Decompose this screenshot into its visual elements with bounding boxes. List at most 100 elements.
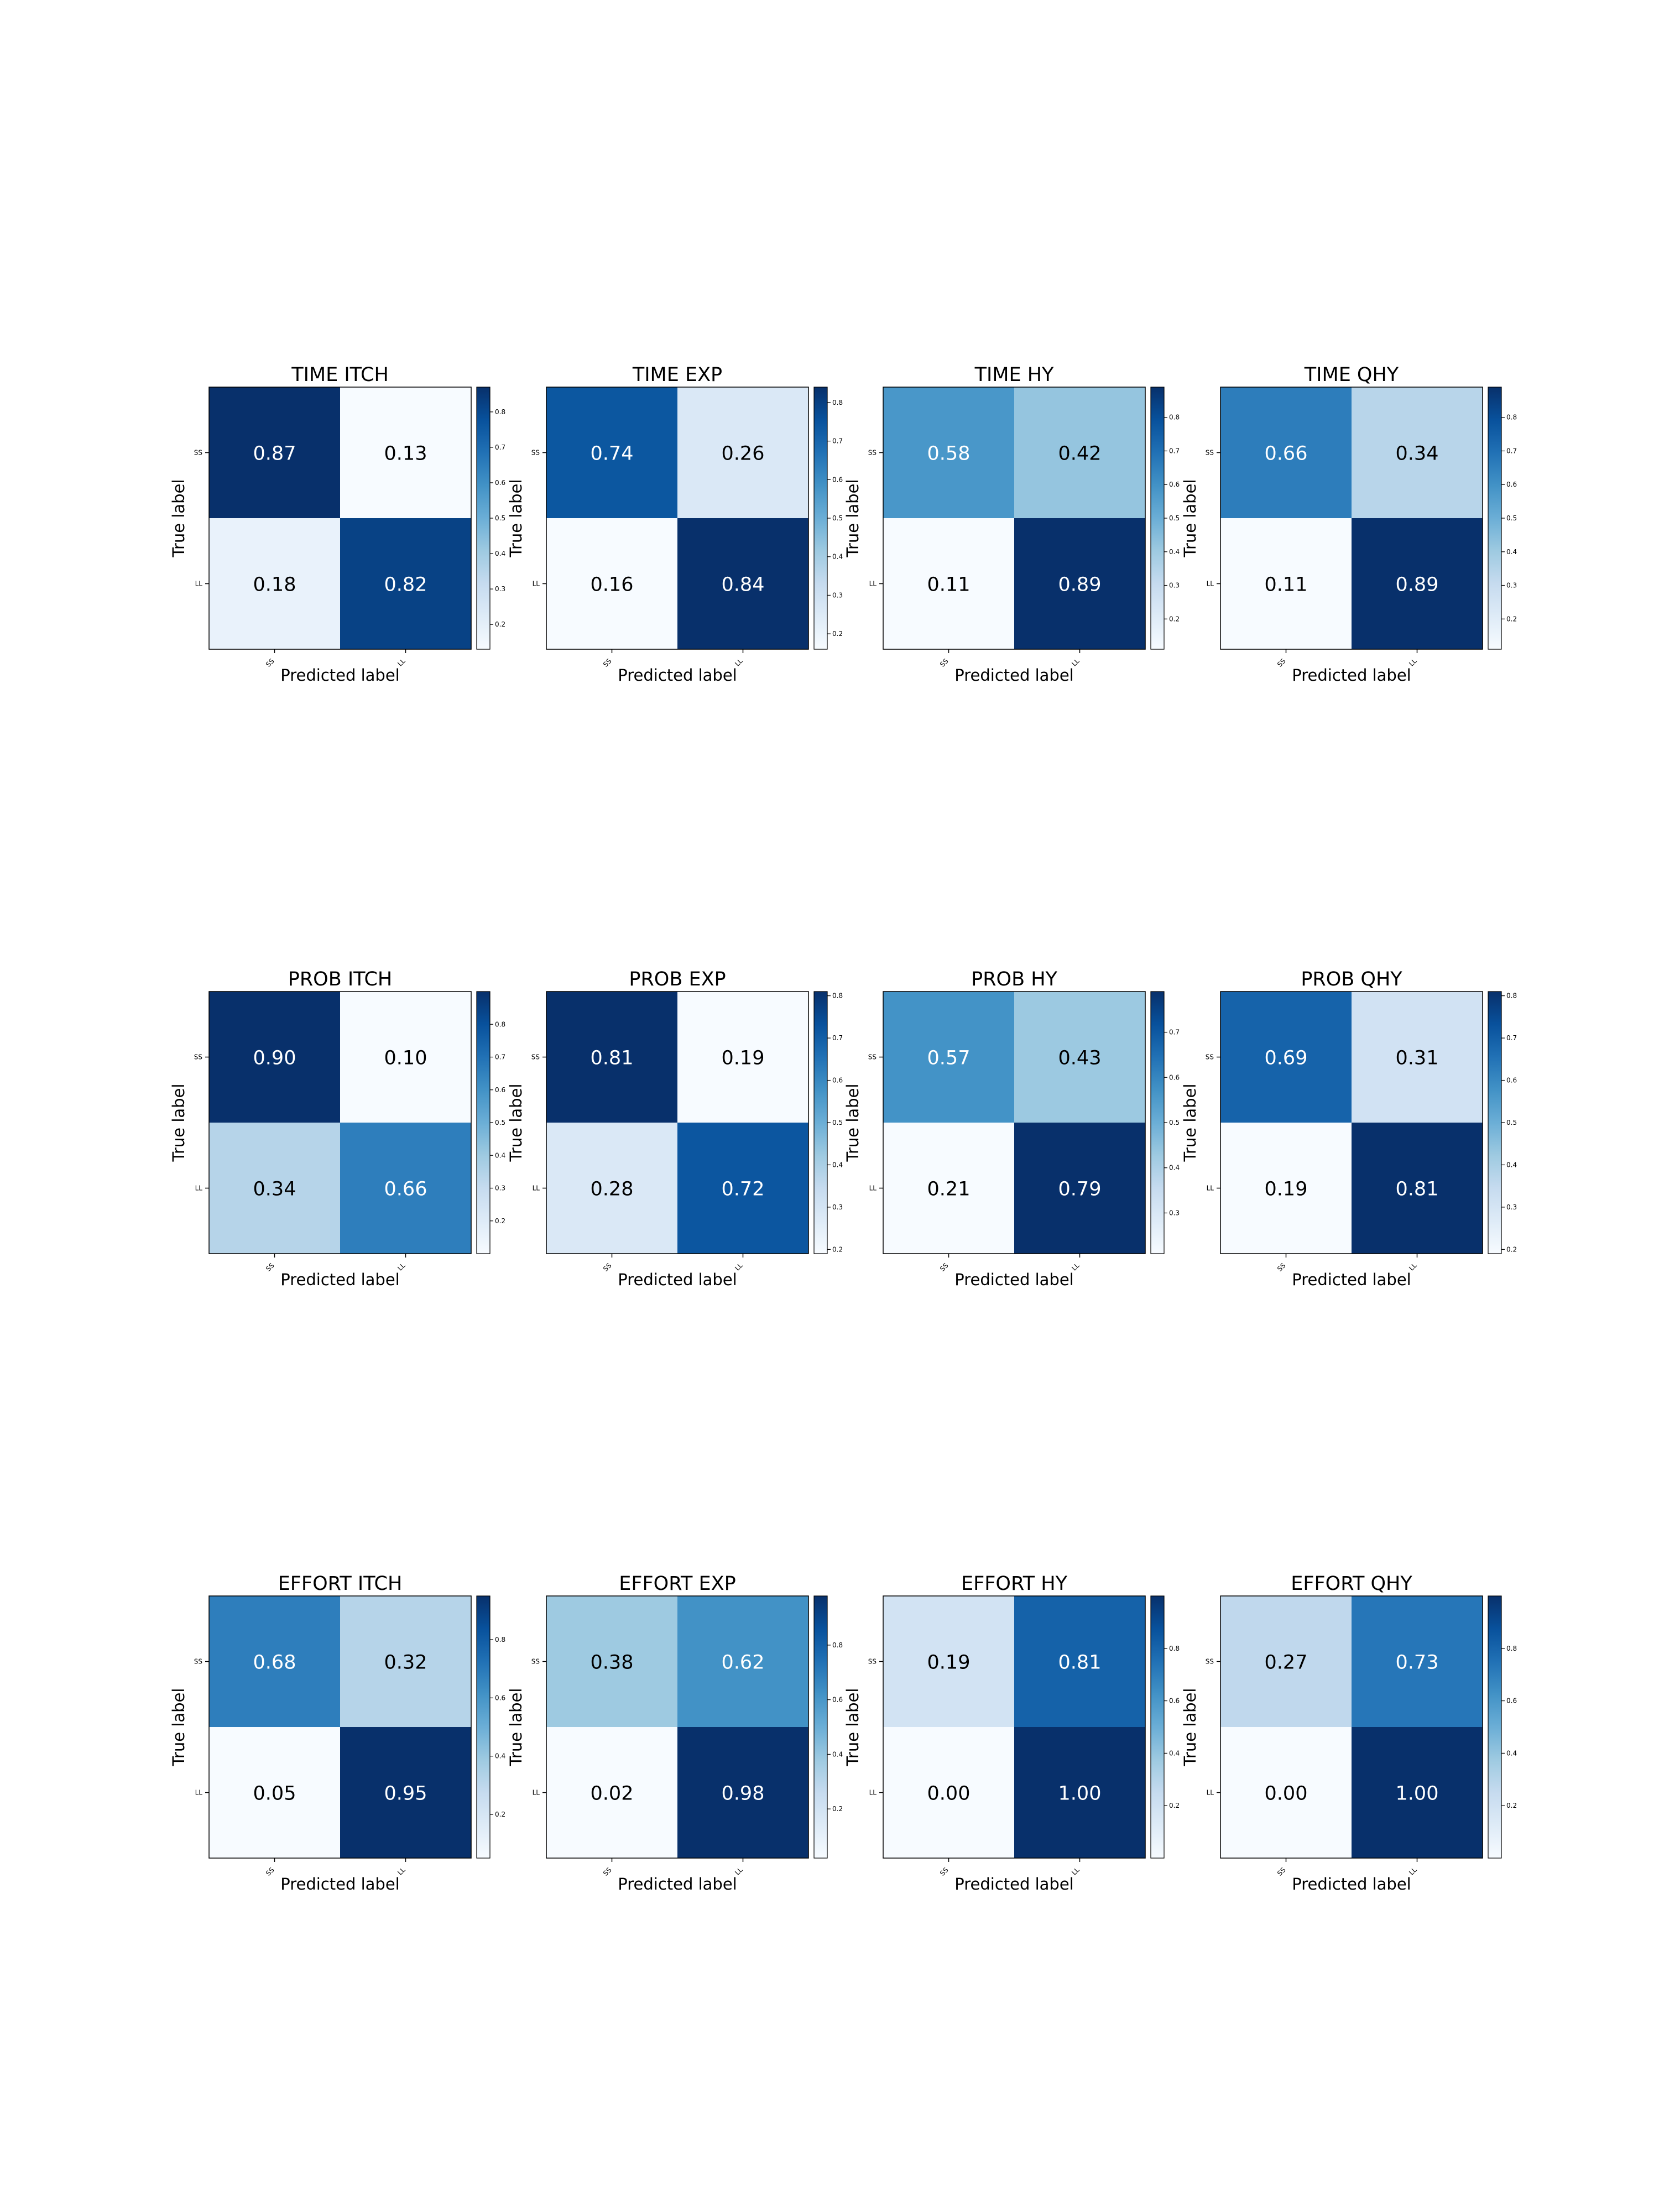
heatmap-cell	[340, 1123, 471, 1254]
heatmap-cell	[677, 1123, 808, 1254]
colorbar-tick-label: 0.8	[1506, 1645, 1517, 1652]
colorbar-tick-label: 0.3	[1506, 582, 1517, 589]
x-tick-label: SS	[264, 1261, 276, 1273]
cell-value-label: 0.34	[1396, 443, 1439, 465]
cell-value-label: 0.95	[384, 1783, 427, 1805]
cell-value-label: 0.13	[384, 443, 427, 465]
colorbar	[1150, 1595, 1165, 1859]
colorbar-tick-label: 0.4	[1506, 1749, 1517, 1757]
colorbar-tick-label: 0.5	[832, 1119, 843, 1126]
cell-value-label: 0.38	[591, 1652, 634, 1674]
y-tick-label: LL	[1207, 1185, 1214, 1192]
colorbar-tick-label: 0.7	[1169, 1029, 1180, 1036]
colorbar-tick-label: 0.6	[1169, 1697, 1180, 1705]
y-axis-label: True label	[507, 479, 525, 558]
colorbar-tick-label: 0.6	[495, 1086, 505, 1094]
heatmap-cell	[546, 1123, 677, 1254]
axes-frame	[1220, 991, 1483, 1254]
x-tick-label: SS	[1276, 657, 1287, 669]
cell-value-label: 0.00	[927, 1783, 971, 1805]
y-axis-label: True label	[169, 479, 188, 558]
panel-title: PROB ITCH	[288, 968, 393, 990]
colorbar-tick-label: 0.4	[495, 1151, 505, 1159]
heatmap-cell	[1352, 1123, 1483, 1254]
colorbar-tick-label: 0.2	[1169, 615, 1180, 623]
colorbar-tick-label: 0.2	[1169, 1802, 1180, 1809]
heatmap-cell	[1014, 992, 1145, 1123]
colorbar-tick-label: 0.7	[832, 437, 843, 445]
y-axis-label: True label	[1181, 1688, 1199, 1767]
colorbar-tick-label: 0.2	[495, 1217, 505, 1225]
cell-value-label: 0.81	[1396, 1178, 1439, 1201]
y-tick-label: LL	[1207, 580, 1214, 588]
colorbar-tick-label: 0.2	[832, 1245, 843, 1253]
cell-value-label: 0.19	[1265, 1178, 1308, 1201]
colorbar-tick-label: 0.3	[832, 1203, 843, 1211]
heatmap-cell	[209, 387, 340, 518]
axes-frame	[546, 1595, 809, 1859]
heatmap-cell	[1352, 992, 1483, 1123]
colorbar-tick-label: 0.4	[1169, 1164, 1180, 1172]
heatmap-cell	[1220, 1727, 1352, 1858]
colorbar-tick-label: 0.6	[832, 1696, 843, 1704]
heatmap-cell	[209, 518, 340, 649]
heatmap-cell	[546, 1727, 677, 1858]
x-tick-label: SS	[602, 1261, 613, 1273]
x-tick-label: SS	[602, 657, 613, 669]
heatmap-cell	[883, 1123, 1014, 1254]
y-axis-label: True label	[169, 1688, 188, 1767]
colorbar-tick-label: 0.7	[495, 1053, 505, 1061]
cell-value-label: 0.42	[1058, 443, 1102, 465]
colorbar-tick-label: 0.8	[1506, 992, 1517, 1000]
cell-value-label: 0.89	[1396, 574, 1439, 596]
heatmap-cell	[1220, 1123, 1352, 1254]
panel-title: TIME HY	[974, 364, 1054, 386]
cell-value-label: 0.81	[591, 1047, 634, 1070]
colorbar-tick-label: 0.4	[495, 1752, 505, 1760]
heatmap-cell	[1352, 1727, 1483, 1858]
cell-value-label: 0.26	[722, 443, 765, 465]
cell-value-label: 0.18	[253, 574, 296, 596]
heatmap-cell	[1014, 387, 1145, 518]
colorbar	[813, 991, 828, 1254]
cell-value-label: 1.00	[1058, 1783, 1102, 1805]
colorbar-tick-label: 0.5	[1506, 1119, 1517, 1126]
cell-value-label: 0.10	[384, 1047, 427, 1070]
colorbar-tick-label: 0.6	[1169, 481, 1180, 488]
cell-value-label: 0.19	[722, 1047, 765, 1070]
colorbar-tick-label: 0.6	[495, 479, 505, 487]
heatmap-cell	[1352, 1596, 1483, 1727]
cell-value-label: 0.81	[1058, 1652, 1102, 1674]
y-tick-label: SS	[1206, 449, 1214, 457]
cell-value-label: 0.28	[591, 1178, 634, 1201]
colorbar	[1150, 991, 1165, 1254]
heatmap-cell	[883, 387, 1014, 518]
x-axis-label: Predicted label	[1292, 1270, 1411, 1289]
heatmap-cell	[1220, 387, 1352, 518]
cell-value-label: 0.69	[1265, 1047, 1308, 1070]
colorbar-tick-label: 0.4	[1169, 1749, 1180, 1757]
heatmap-cell	[1352, 387, 1483, 518]
colorbar-tick-label: 0.8	[1506, 414, 1517, 421]
panel-title: PROB QHY	[1301, 968, 1402, 990]
axes-frame	[1220, 387, 1483, 650]
cell-value-label: 1.00	[1396, 1783, 1439, 1805]
heatmap-cell	[1014, 1123, 1145, 1254]
colorbar-tick-label: 0.4	[1506, 548, 1517, 556]
colorbar-tick-label: 0.2	[495, 1811, 505, 1818]
y-axis-label: True label	[843, 479, 862, 558]
colorbar-tick-label: 0.5	[495, 514, 505, 522]
cell-value-label: 0.82	[384, 574, 427, 596]
y-tick-label: SS	[194, 449, 202, 457]
panel-title: EFFORT QHY	[1291, 1573, 1412, 1595]
cell-value-label: 0.16	[591, 574, 634, 596]
heatmap-cell	[1220, 1596, 1352, 1727]
heatmap-cell	[546, 387, 677, 518]
colorbar-tick-label: 0.7	[1169, 447, 1180, 455]
